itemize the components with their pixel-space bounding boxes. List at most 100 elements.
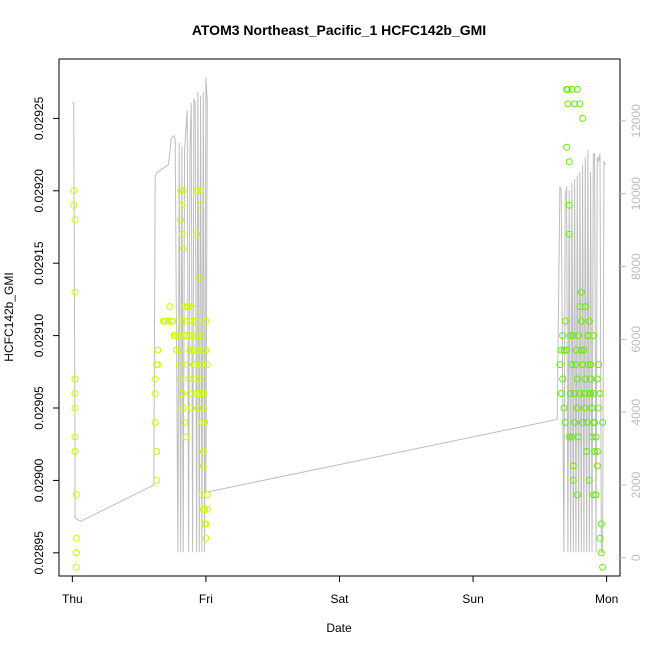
data-point [181, 332, 189, 340]
data-point [198, 361, 206, 369]
data-point [187, 404, 195, 412]
data-point [199, 505, 207, 513]
data-point [71, 375, 79, 383]
data-point [191, 317, 199, 325]
data-point [154, 346, 162, 354]
x-tick-label: Sun [462, 592, 483, 606]
data-point [565, 433, 573, 441]
data-point [178, 201, 186, 209]
data-point [568, 85, 576, 93]
x-tick-label: Fri [199, 592, 213, 606]
data-point [183, 332, 191, 340]
points-layer [70, 85, 607, 571]
data-point [175, 346, 183, 354]
data-point [565, 230, 573, 238]
data-point [199, 462, 207, 470]
data-point [201, 419, 209, 426]
data-point [565, 201, 573, 209]
chart-title: ATOM3 Northeast_Pacific_1 HCFC142b_GMI [192, 22, 486, 38]
data-point [199, 448, 207, 455]
data-point [583, 419, 591, 426]
data-point [579, 419, 587, 426]
data-point [195, 390, 203, 397]
data-point [178, 230, 186, 238]
data-point [589, 332, 597, 340]
y-tick-label: 0.02910 [32, 314, 46, 358]
data-point [183, 361, 191, 369]
y-tick-label: 0.02920 [32, 169, 46, 213]
data-point [185, 375, 193, 383]
data-point [71, 390, 79, 397]
data-point [162, 317, 170, 325]
data-point [179, 404, 187, 412]
data-point [589, 491, 597, 499]
data-point [198, 419, 206, 426]
data-point [154, 361, 162, 369]
data-point [580, 346, 588, 354]
data-point [202, 346, 210, 354]
data-point [575, 433, 583, 441]
y2-tick-label: 4000 [629, 399, 643, 426]
data-point [561, 317, 569, 325]
data-point [186, 346, 194, 354]
data-point [556, 361, 564, 369]
data-point [203, 361, 211, 369]
y-tick-label: 0.02915 [32, 241, 46, 285]
data-point [193, 390, 201, 397]
data-point [173, 346, 180, 354]
data-point [199, 390, 207, 397]
x-tick-label: Thu [62, 592, 83, 606]
data-point [71, 433, 79, 441]
data-point [576, 303, 584, 311]
data-point [587, 375, 595, 383]
data-point [569, 476, 577, 484]
data-point [177, 187, 185, 195]
data-point [560, 346, 568, 354]
data-point [564, 85, 572, 93]
data-point [557, 390, 565, 397]
y2-tick-label: 0 [629, 554, 643, 561]
data-point [191, 346, 199, 354]
data-point [563, 143, 571, 151]
data-point [181, 303, 189, 311]
data-point [564, 100, 572, 108]
data-point [151, 419, 159, 426]
data-point [191, 375, 199, 383]
data-point [569, 462, 577, 470]
data-point [195, 274, 203, 282]
data-point [202, 520, 210, 528]
data-point [597, 549, 605, 557]
data-point [580, 390, 588, 397]
data-point [171, 332, 179, 340]
data-point [592, 491, 600, 499]
data-point [595, 361, 603, 369]
data-point [165, 317, 172, 325]
data-point [568, 361, 576, 369]
data-point [153, 448, 160, 455]
data-point [581, 303, 589, 311]
data-point [169, 317, 176, 325]
data-point [567, 332, 575, 340]
data-point [571, 100, 579, 108]
data-point [559, 375, 567, 383]
data-point [563, 346, 571, 354]
x-tick-label: Mon [595, 592, 618, 606]
data-point [72, 491, 80, 499]
data-point [591, 448, 599, 455]
altitude-line [72, 77, 606, 553]
data-point [193, 230, 201, 238]
data-point [585, 476, 593, 484]
data-point [203, 505, 211, 513]
data-point [174, 332, 182, 340]
data-point [151, 375, 159, 383]
data-point [569, 332, 577, 340]
data-point [194, 346, 202, 354]
data-point [199, 346, 207, 354]
data-point [72, 534, 80, 542]
data-point [561, 419, 569, 426]
data-point [189, 346, 197, 354]
data-point [599, 419, 607, 426]
data-point [182, 433, 190, 441]
data-point [202, 317, 210, 325]
axes-layer: Thu Fri Sat Sun Mon 0.02895 0.02900 0.02905 0.02… [32, 96, 643, 606]
